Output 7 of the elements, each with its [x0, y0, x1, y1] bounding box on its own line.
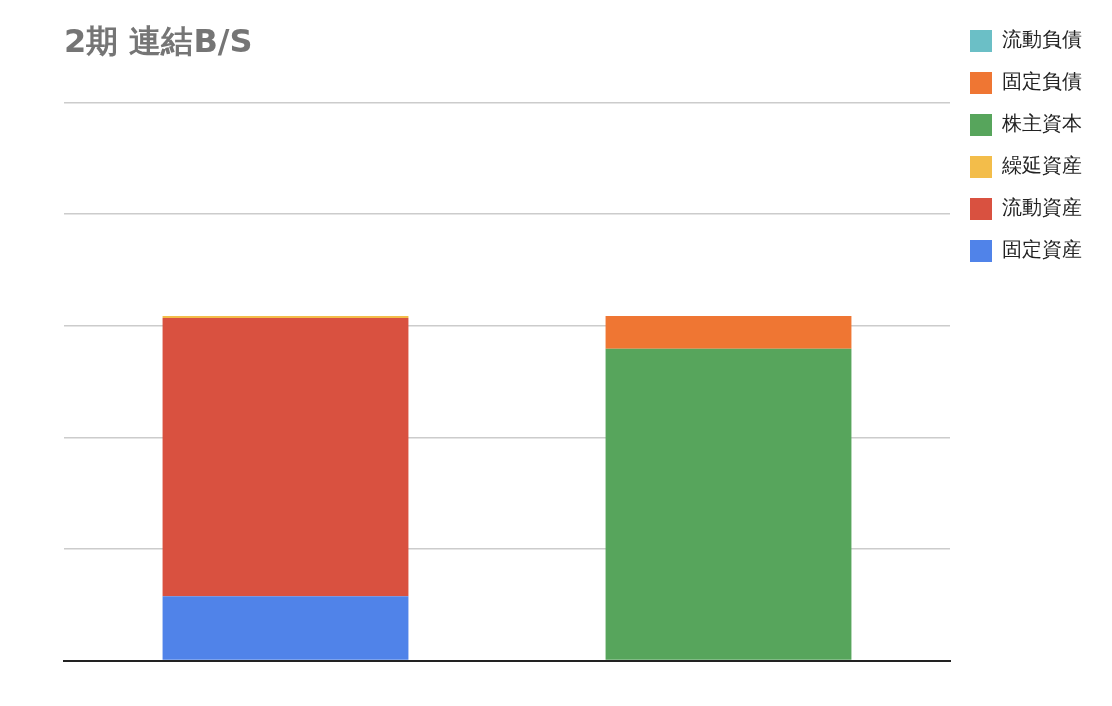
- legend-label: 固定資産: [1002, 237, 1082, 262]
- legend-label: 流動負債: [1002, 27, 1082, 52]
- legend-label: 流動資産: [1002, 195, 1082, 220]
- legend-label: 株主資本: [1001, 111, 1082, 136]
- legend-label: 繰延資産: [1001, 153, 1082, 178]
- chart-title: 2期 連結B/S: [64, 21, 253, 60]
- legend-label: 固定負債: [1002, 69, 1082, 94]
